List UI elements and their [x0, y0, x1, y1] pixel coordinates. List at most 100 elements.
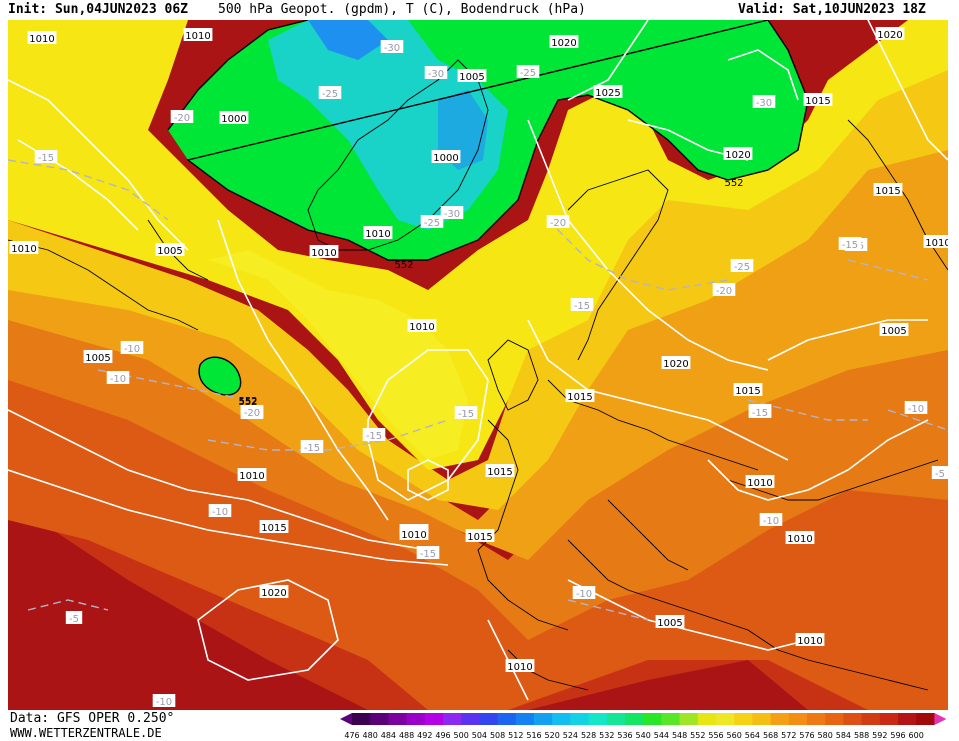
- isobar-label-box: [363, 226, 393, 239]
- isobar-label-box: [655, 615, 685, 628]
- temperature-label-box: [572, 586, 596, 599]
- legend-swatch: [861, 713, 881, 725]
- temperature-label: -15: [34, 150, 58, 164]
- geopotential-label: 552: [238, 397, 257, 408]
- legend-swatch: [388, 713, 408, 725]
- temperature-label-box: [362, 428, 386, 441]
- temperature-label-text: -30: [756, 98, 772, 109]
- legend-tick-label: 508: [490, 731, 505, 740]
- legend-swatch: [916, 713, 935, 725]
- temperature-label-text: -25: [322, 89, 338, 100]
- temperature-label-text: -25: [424, 218, 440, 229]
- isobar-label-box: [923, 235, 948, 248]
- zone-light-yellow: [208, 250, 468, 460]
- legend-swatch: [843, 713, 863, 725]
- geopotential-label-text: 552: [394, 260, 413, 271]
- valid-time: Valid: Sat,10JUN2023 18Z: [738, 2, 926, 17]
- legend-tick-label: 556: [708, 731, 723, 740]
- isobar-label-text: 1020: [261, 588, 286, 599]
- zone-orange-yellow: [8, 60, 948, 510]
- isobar-label: 1010: [363, 226, 393, 240]
- temperature-label-text: -25: [520, 68, 536, 79]
- legend-swatch: [424, 713, 444, 725]
- isobar-label-box: [485, 464, 515, 477]
- isobar-label-box: [593, 85, 623, 98]
- temperature-label-text: -25: [734, 262, 750, 273]
- geopotential-label-text: 552: [724, 178, 743, 189]
- legend-tick-label: 600: [909, 731, 924, 740]
- temperature-label-box: [34, 150, 58, 163]
- isobar-label-box: [27, 31, 57, 44]
- isobar-label: 1015: [565, 389, 595, 403]
- temperature-label: -15: [748, 405, 772, 419]
- temperature-label: -10: [759, 513, 783, 527]
- legend-swatch: [352, 713, 371, 725]
- isobar-label: 1005: [155, 243, 185, 257]
- legend-tick-label: 504: [472, 731, 487, 740]
- legend-tick-label: 484: [381, 731, 396, 740]
- legend-swatch: [588, 713, 608, 725]
- isobar-label-text: 1010: [239, 471, 264, 482]
- map-header: Init: Sun,04JUN2023 06Z 500 hPa Geopot. …: [0, 0, 959, 20]
- isobar-label-box: [259, 585, 289, 598]
- legend-tick-label: 576: [799, 731, 814, 740]
- geopotential-552-contour: [167, 20, 809, 261]
- temperature-label-text: -5: [69, 614, 79, 625]
- isobar-label-box: [733, 383, 763, 396]
- geopotential-label-text: 552: [238, 397, 257, 408]
- temperature-label: -5: [65, 611, 83, 625]
- isobar-label-box: [465, 529, 495, 542]
- isobar-label: 1015: [465, 529, 495, 543]
- legend-swatch: [625, 713, 644, 725]
- isobar-label-box: [309, 245, 339, 258]
- temperature-label-box: [730, 259, 754, 272]
- temperature-label-box: [424, 66, 448, 79]
- isobar-label-box: [873, 183, 903, 196]
- legend-tick-label: 516: [526, 731, 541, 740]
- init-time: Init: Sun,04JUN2023 06Z: [8, 2, 189, 17]
- temperature-label: -10: [208, 504, 232, 518]
- zone-dark-orange: [8, 290, 948, 640]
- map-title: 500 hPa Geopot. (gpdm), T (C), Bodendruc…: [218, 2, 586, 17]
- weather-map-canvas: 1010 1010 1000 1010 1005 1000 1005 1010 1020 1025…: [8, 20, 948, 710]
- temperature-label: -5: [931, 466, 948, 480]
- temperature-label-box: [516, 65, 540, 78]
- isobar-label-text: 1010: [311, 248, 336, 259]
- isobar-label-box: [259, 520, 289, 533]
- legend-swatch: [497, 713, 517, 725]
- isobar-label: 1020: [259, 585, 289, 599]
- isobar-label-text: 1015: [467, 532, 492, 543]
- isobar-label: 1020: [661, 356, 691, 370]
- isobar-labels: 1010 1010 1000 1010 1005 1000 1005 1010 1020 1025…: [9, 27, 948, 673]
- color-legend: 476 480 484 488 492 496 500 504 508 512 516 520 524 5…: [340, 713, 947, 740]
- isobar-label-box: [237, 468, 267, 481]
- temperature-label-text: -10: [908, 404, 924, 415]
- legend-tick-label: 532: [599, 731, 614, 740]
- isobar-label: 1025: [593, 85, 623, 99]
- legend-tick-label: 552: [690, 731, 705, 740]
- isobar-label-text: 1015: [487, 467, 512, 478]
- temperature-label-text: -20: [244, 408, 260, 419]
- legend-tick-label: 500: [454, 731, 469, 740]
- temperature-label-box: [65, 611, 83, 624]
- temperature-label: -15: [416, 546, 440, 560]
- isobar-label-text: 1025: [595, 88, 620, 99]
- isobar-label-text: 1005: [459, 72, 484, 83]
- temperature-label-box: [570, 298, 594, 311]
- legend-tick-label: 524: [563, 731, 578, 740]
- temperature-label-box: [416, 546, 440, 559]
- legend-swatch: [461, 713, 480, 725]
- temperature-label-text: -15: [38, 153, 54, 164]
- temperature-label: -10: [120, 341, 144, 355]
- temperature-label-box: [752, 95, 776, 108]
- isobar-label-box: [565, 389, 595, 402]
- temperature-label: -30: [380, 40, 404, 54]
- isobar-label: 1015: [259, 520, 289, 534]
- temperature-label-text: -20: [174, 113, 190, 124]
- temperature-label: -15: [570, 298, 594, 312]
- isobar-label-box: [875, 27, 905, 40]
- temperature-label-text: -15: [752, 408, 768, 419]
- legend-arrow-left: [340, 713, 352, 725]
- legend-swatch: [716, 713, 735, 725]
- temperature-label-text: -15: [574, 301, 590, 312]
